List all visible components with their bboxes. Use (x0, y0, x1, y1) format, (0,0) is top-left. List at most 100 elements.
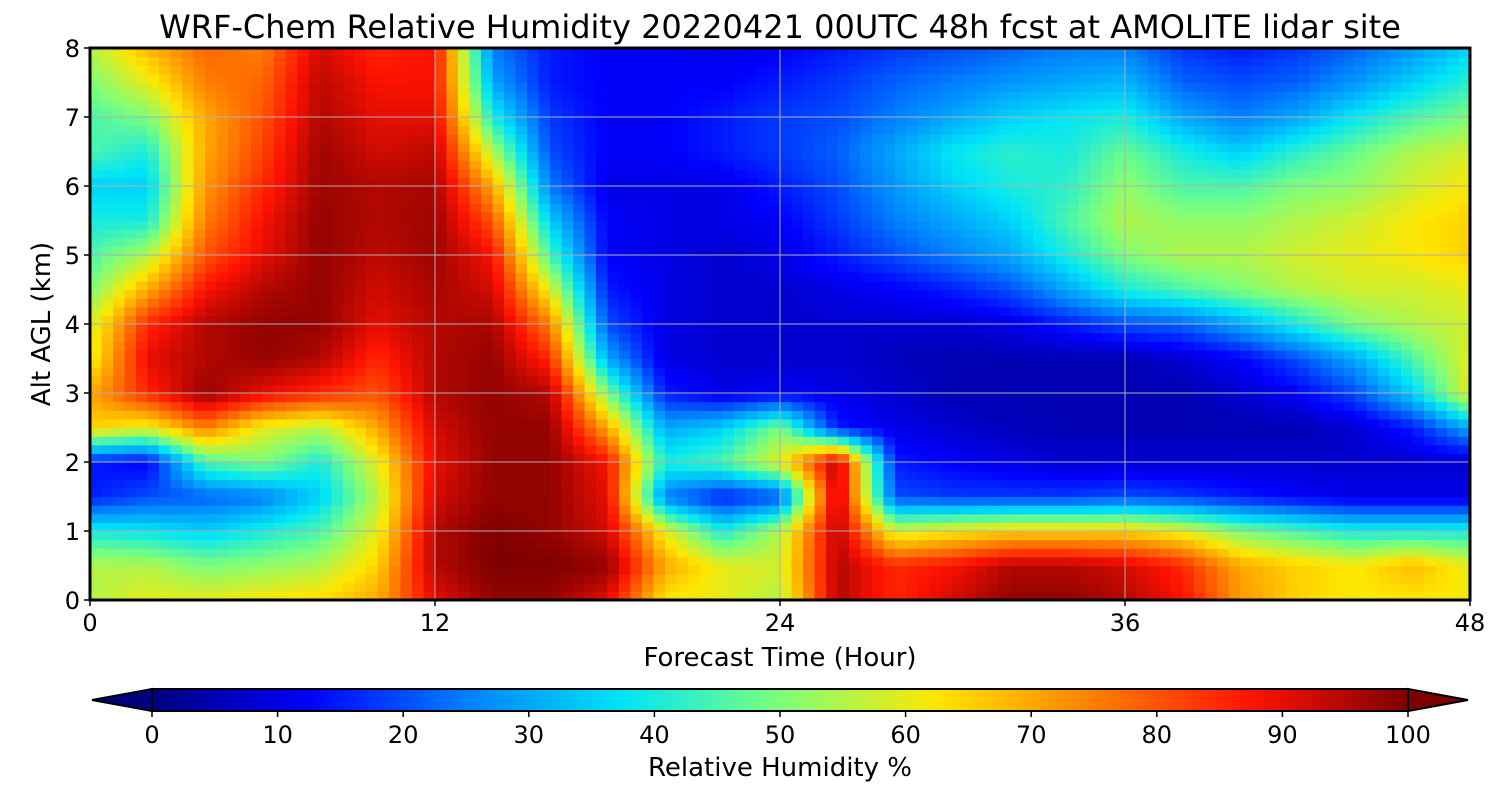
rh-cell (492, 332, 505, 342)
rh-cell (446, 298, 459, 308)
rh-cell (458, 73, 471, 84)
rh-cell (780, 393, 793, 403)
rh-cell (216, 582, 229, 592)
rh-cell (676, 48, 689, 58)
rh-cell (182, 513, 195, 523)
rh-cell (331, 203, 344, 213)
rh-cell (837, 462, 850, 472)
rh-cell (895, 56, 908, 66)
rh-cell (262, 151, 275, 161)
rh-cell (193, 255, 206, 265)
rh-cell (964, 134, 977, 144)
rh-cell (400, 142, 413, 153)
rh-cell (619, 73, 632, 84)
rh-cell (412, 220, 425, 230)
rh-cell (285, 263, 298, 273)
rh-cell (400, 384, 413, 394)
rh-cell (596, 418, 609, 429)
rh-cell (239, 556, 252, 567)
rh-cell (492, 65, 505, 75)
rh-cell (469, 427, 482, 437)
rh-cell (826, 453, 839, 463)
rh-cell (285, 306, 298, 316)
rh-cell (837, 272, 850, 282)
rh-cell (435, 496, 448, 506)
rh-cell (101, 358, 114, 368)
rh-cell (308, 246, 321, 256)
rh-cell (757, 436, 770, 446)
rh-cell (814, 341, 827, 351)
rh-cell (929, 237, 942, 247)
rh-cell (297, 194, 310, 204)
rh-cell (331, 56, 344, 66)
rh-cell (170, 125, 183, 135)
rh-cell (205, 522, 218, 532)
rh-cell (400, 246, 413, 256)
rh-cell (734, 298, 747, 308)
rh-cell (596, 237, 609, 247)
rh-cell (182, 91, 195, 101)
rh-cell (607, 108, 620, 118)
rh-cell (952, 349, 965, 360)
rh-cell (320, 565, 333, 575)
rh-cell (182, 306, 195, 316)
rh-cell (929, 289, 942, 299)
rh-cell (768, 539, 781, 549)
rh-cell (205, 194, 218, 204)
rh-cell (458, 341, 471, 351)
rh-cell (239, 539, 252, 549)
rh-cell (780, 73, 793, 84)
rh-cell (331, 332, 344, 342)
rh-cell (688, 574, 701, 584)
rh-cell (699, 539, 712, 549)
rh-cell (492, 272, 505, 282)
rh-cell (676, 289, 689, 299)
rh-cell (216, 177, 229, 187)
rh-cell (722, 513, 735, 523)
rh-cell (941, 427, 954, 437)
rh-cell (504, 470, 517, 480)
rh-cell (630, 186, 643, 196)
rh-cell (837, 82, 850, 92)
rh-cell (814, 513, 827, 523)
rh-cell (872, 177, 885, 187)
rh-cell (320, 246, 333, 256)
rh-cell (860, 306, 873, 316)
rh-cell (722, 548, 735, 558)
rh-cell (320, 462, 333, 472)
rh-cell (251, 237, 264, 247)
rh-cell (837, 315, 850, 325)
rh-cell (297, 479, 310, 489)
rh-cell (205, 220, 218, 230)
rh-cell (527, 349, 540, 360)
rh-cell (814, 539, 827, 549)
rh-cell (113, 211, 126, 222)
rh-cell (228, 298, 241, 308)
rh-cell (676, 367, 689, 377)
rh-cell (734, 384, 747, 394)
rh-cell (331, 358, 344, 368)
rh-cell (941, 272, 954, 282)
rh-cell (607, 418, 620, 429)
rh-cell (101, 453, 114, 463)
rh-cell (952, 65, 965, 75)
rh-cell (113, 246, 126, 256)
rh-cell (285, 298, 298, 308)
rh-cell (423, 177, 436, 187)
rh-cell (872, 306, 885, 316)
rh-cell (906, 246, 919, 256)
rh-cell (170, 255, 183, 265)
rh-cell (780, 177, 793, 187)
rh-cell (699, 99, 712, 109)
rh-cell (607, 203, 620, 213)
rh-cell (389, 496, 402, 506)
rh-cell (274, 384, 287, 394)
rh-cell (803, 108, 816, 118)
rh-cell (676, 298, 689, 308)
rh-cell (412, 263, 425, 273)
rh-cell (216, 306, 229, 316)
rh-cell (400, 453, 413, 463)
rh-cell (826, 211, 839, 222)
rh-cell (711, 539, 724, 549)
rh-cell (872, 539, 885, 549)
